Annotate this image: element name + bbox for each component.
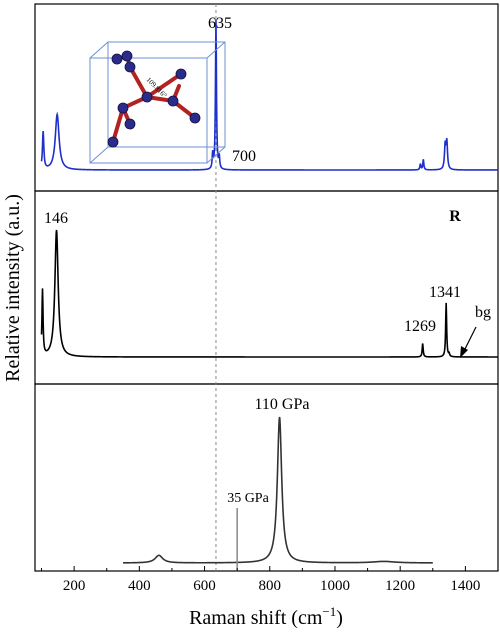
x-tick-label: 1200 — [385, 578, 415, 594]
bg-arrow — [460, 326, 477, 358]
x-tick-label: 800 — [259, 578, 282, 594]
y-axis-label: Relative intensity (a.u.) — [2, 194, 24, 382]
x-tick-label: 1400 — [450, 578, 480, 594]
annotation-110gpa: 110 GPa — [255, 396, 310, 413]
x-axis-label-close: ) — [336, 607, 343, 629]
middle-spectrum-line — [40, 229, 498, 358]
panel-label-r: R — [449, 208, 461, 225]
x-axis-ticks: 200 400 600 800 1000 1200 1400 — [41, 566, 499, 594]
annotation-35gpa: 35 GPa — [227, 491, 269, 506]
x-tick-label: 400 — [128, 578, 151, 594]
annotation-1341: 1341 — [429, 284, 461, 301]
bottom-panel-frame — [34, 383, 499, 572]
x-tick-label: 600 — [193, 578, 216, 594]
annotation-1269: 1269 — [404, 318, 436, 335]
spectra-curves — [40, 19, 498, 564]
annotation-700: 700 — [232, 148, 256, 165]
top-spectrum-line — [40, 19, 498, 171]
molecule-inset: 109.816° — [89, 41, 226, 164]
annotation-146: 146 — [44, 210, 68, 227]
inset-cube — [89, 41, 226, 164]
bottom-spectrum-line — [123, 416, 433, 564]
x-axis-label-main: Raman shift (cm — [189, 607, 323, 629]
annotation-bg: bg — [475, 304, 491, 321]
inset-atoms — [107, 50, 201, 148]
x-tick-label: 200 — [63, 578, 86, 594]
x-axis-label-sup: −1 — [322, 604, 336, 619]
x-tick-label: 1000 — [320, 578, 350, 594]
annotation-635: 635 — [208, 15, 232, 32]
x-axis-label: Raman shift (cm−1) — [189, 604, 343, 629]
